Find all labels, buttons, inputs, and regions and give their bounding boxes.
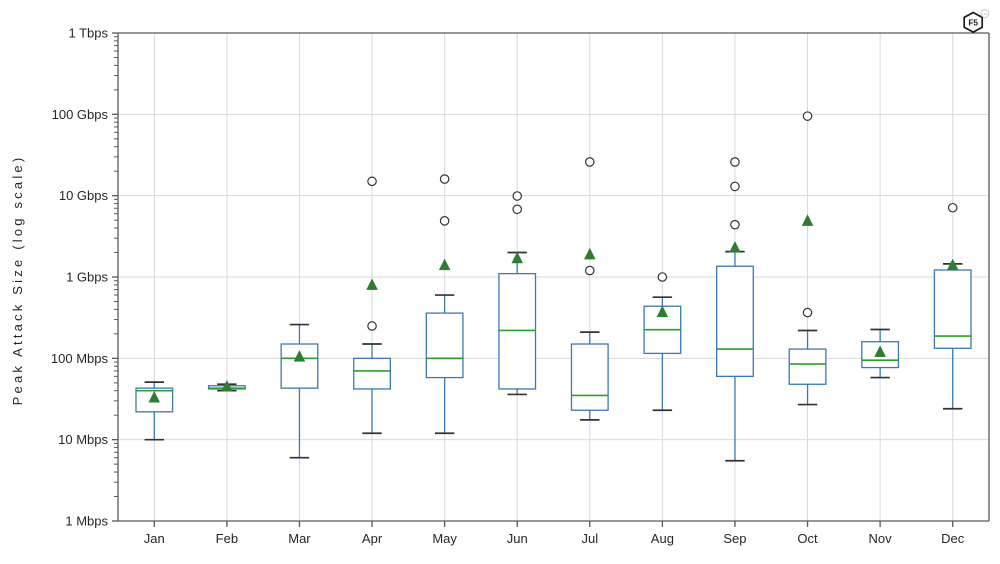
svg-text:10 Gbps: 10 Gbps <box>59 188 109 203</box>
svg-text:Peak Attack Size (log scale): Peak Attack Size (log scale) <box>10 155 25 406</box>
svg-text:100 Gbps: 100 Gbps <box>52 107 109 122</box>
svg-text:Mar: Mar <box>288 531 311 546</box>
svg-text:Oct: Oct <box>797 531 818 546</box>
svg-text:Feb: Feb <box>216 531 238 546</box>
svg-text:F5: F5 <box>968 17 978 27</box>
svg-text:Aug: Aug <box>651 531 674 546</box>
svg-text:Jan: Jan <box>144 531 165 546</box>
svg-text:Sep: Sep <box>723 531 746 546</box>
svg-text:Jul: Jul <box>581 531 598 546</box>
svg-text:Nov: Nov <box>869 531 893 546</box>
svg-text:Labs: Labs <box>982 12 989 16</box>
svg-text:Jun: Jun <box>507 531 528 546</box>
svg-text:10 Mbps: 10 Mbps <box>58 432 108 447</box>
svg-text:100 Mbps: 100 Mbps <box>51 351 109 366</box>
svg-text:Dec: Dec <box>941 531 965 546</box>
svg-text:1 Mbps: 1 Mbps <box>65 514 108 529</box>
svg-text:May: May <box>432 531 457 546</box>
svg-text:1 Gbps: 1 Gbps <box>66 270 108 285</box>
svg-text:Apr: Apr <box>362 531 383 546</box>
svg-text:1 Tbps: 1 Tbps <box>68 26 108 41</box>
